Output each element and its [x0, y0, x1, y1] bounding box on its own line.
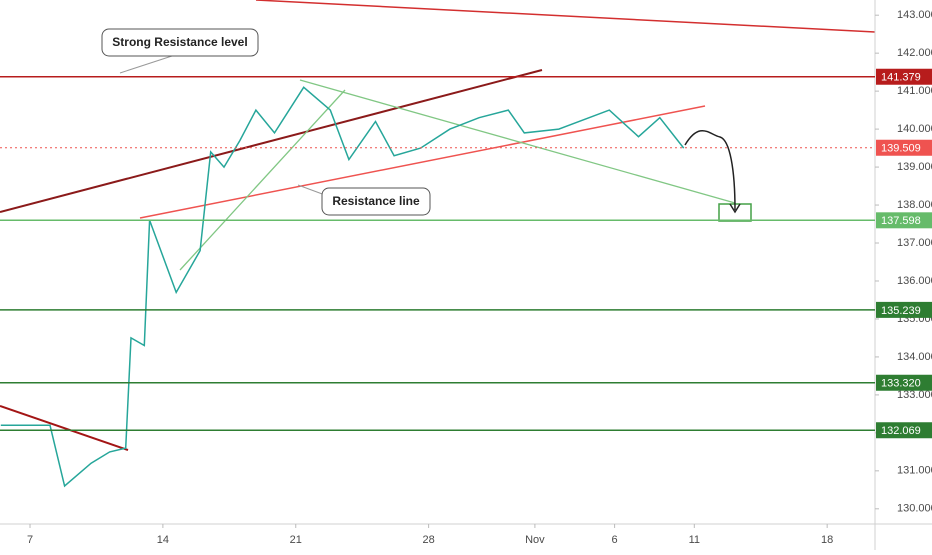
trend-line: [139, 105, 706, 219]
y-tick-label: 143.000: [897, 9, 932, 21]
y-tick-label: 131.000: [897, 465, 932, 477]
price-line: [0, 86, 685, 488]
y-tick-label: 139.000: [897, 161, 932, 173]
x-tick-label: 6: [612, 534, 618, 546]
y-tick-label: 138.000: [897, 199, 932, 211]
trend-line: [299, 79, 736, 204]
y-tick-label: 133.000: [897, 389, 932, 401]
arrow-head: [729, 203, 741, 214]
level-tag: [876, 139, 932, 156]
trend-line: [255, 0, 876, 33]
level-tag: [876, 68, 932, 85]
level-tag: [876, 212, 932, 229]
y-tick-label: 140.000: [897, 123, 932, 135]
trend-line: [0, 69, 543, 213]
level-label: 139.509: [881, 143, 921, 155]
callout: Strong Resistance level: [101, 28, 259, 74]
x-tick-label: 7: [27, 534, 33, 546]
callout-box: [101, 28, 259, 57]
level-label: 141.379: [881, 72, 921, 84]
callout: Resistance line: [297, 184, 431, 216]
level-tag: [876, 374, 932, 391]
trend-line: [0, 405, 129, 451]
callout-pointer: [119, 54, 176, 74]
x-tick-label: 18: [821, 534, 833, 546]
x-tick-label: 21: [290, 534, 302, 546]
y-tick-label: 142.000: [897, 47, 932, 59]
callout-pointer: [297, 184, 326, 196]
y-tick-label: 136.000: [897, 275, 932, 287]
trend-line: [179, 89, 346, 271]
x-tick-label: 28: [422, 534, 434, 546]
level-label: 132.069: [881, 425, 921, 437]
annotation: Strong Resistance level: [112, 35, 247, 49]
x-tick-label: Nov: [525, 534, 545, 546]
y-tick-label: 141.000: [897, 85, 932, 97]
level-label: 133.320: [881, 378, 921, 390]
x-tick-label: 11: [689, 534, 700, 546]
level-tag: [876, 422, 932, 439]
level-label: 137.598: [881, 215, 921, 227]
y-tick-label: 137.000: [897, 237, 932, 249]
y-tick-label: 130.000: [897, 503, 932, 515]
x-tick-label: 14: [157, 534, 169, 546]
annotation: Resistance line: [332, 194, 420, 208]
y-tick-label: 134.000: [897, 351, 932, 363]
level-label: 135.239: [881, 305, 921, 317]
level-tag: [876, 301, 932, 318]
projection-arrow: [684, 130, 736, 211]
callout-box: [321, 187, 431, 216]
